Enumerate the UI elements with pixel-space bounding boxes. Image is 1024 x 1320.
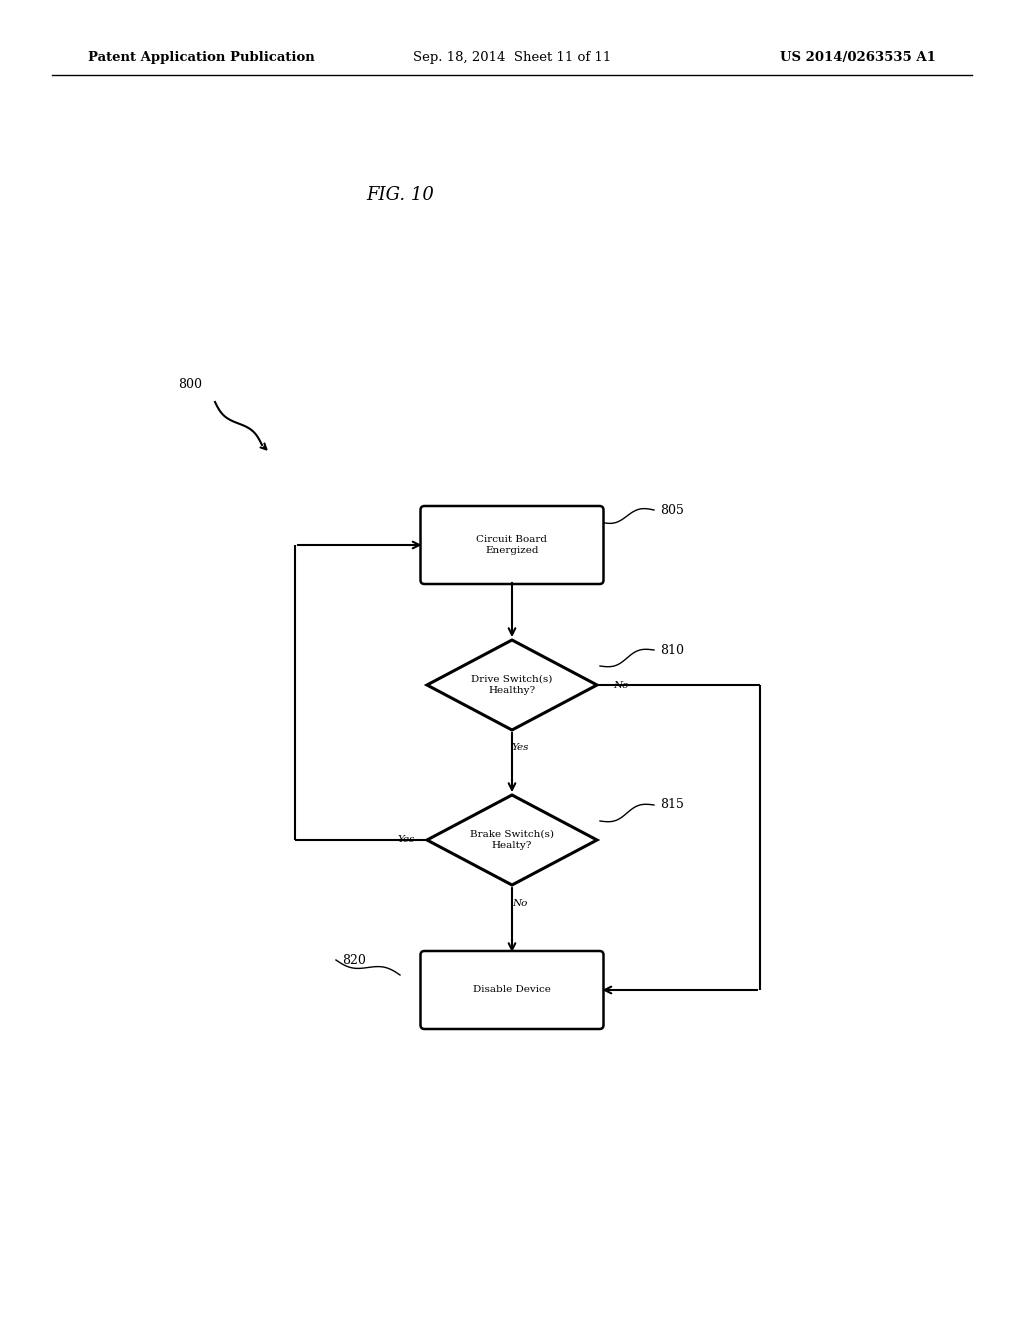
Text: Circuit Board
Energized: Circuit Board Energized (476, 535, 548, 556)
Text: US 2014/0263535 A1: US 2014/0263535 A1 (780, 51, 936, 65)
Text: Yes: Yes (511, 743, 528, 752)
Text: Disable Device: Disable Device (473, 986, 551, 994)
Text: Brake Switch(s)
Healty?: Brake Switch(s) Healty? (470, 829, 554, 850)
Text: Patent Application Publication: Patent Application Publication (88, 51, 314, 65)
Text: 815: 815 (660, 799, 684, 812)
Text: 820: 820 (342, 953, 366, 966)
Text: FIG. 10: FIG. 10 (366, 186, 434, 205)
Polygon shape (427, 640, 597, 730)
Text: No: No (512, 899, 527, 908)
Polygon shape (427, 795, 597, 884)
Text: 810: 810 (660, 644, 684, 656)
Text: No: No (613, 681, 629, 689)
FancyBboxPatch shape (421, 506, 603, 583)
Text: Yes: Yes (397, 836, 415, 845)
Text: Drive Switch(s)
Healthy?: Drive Switch(s) Healthy? (471, 675, 553, 696)
Text: 805: 805 (660, 503, 684, 516)
FancyBboxPatch shape (421, 950, 603, 1030)
Text: 800: 800 (178, 379, 202, 392)
Text: Sep. 18, 2014  Sheet 11 of 11: Sep. 18, 2014 Sheet 11 of 11 (413, 51, 611, 65)
